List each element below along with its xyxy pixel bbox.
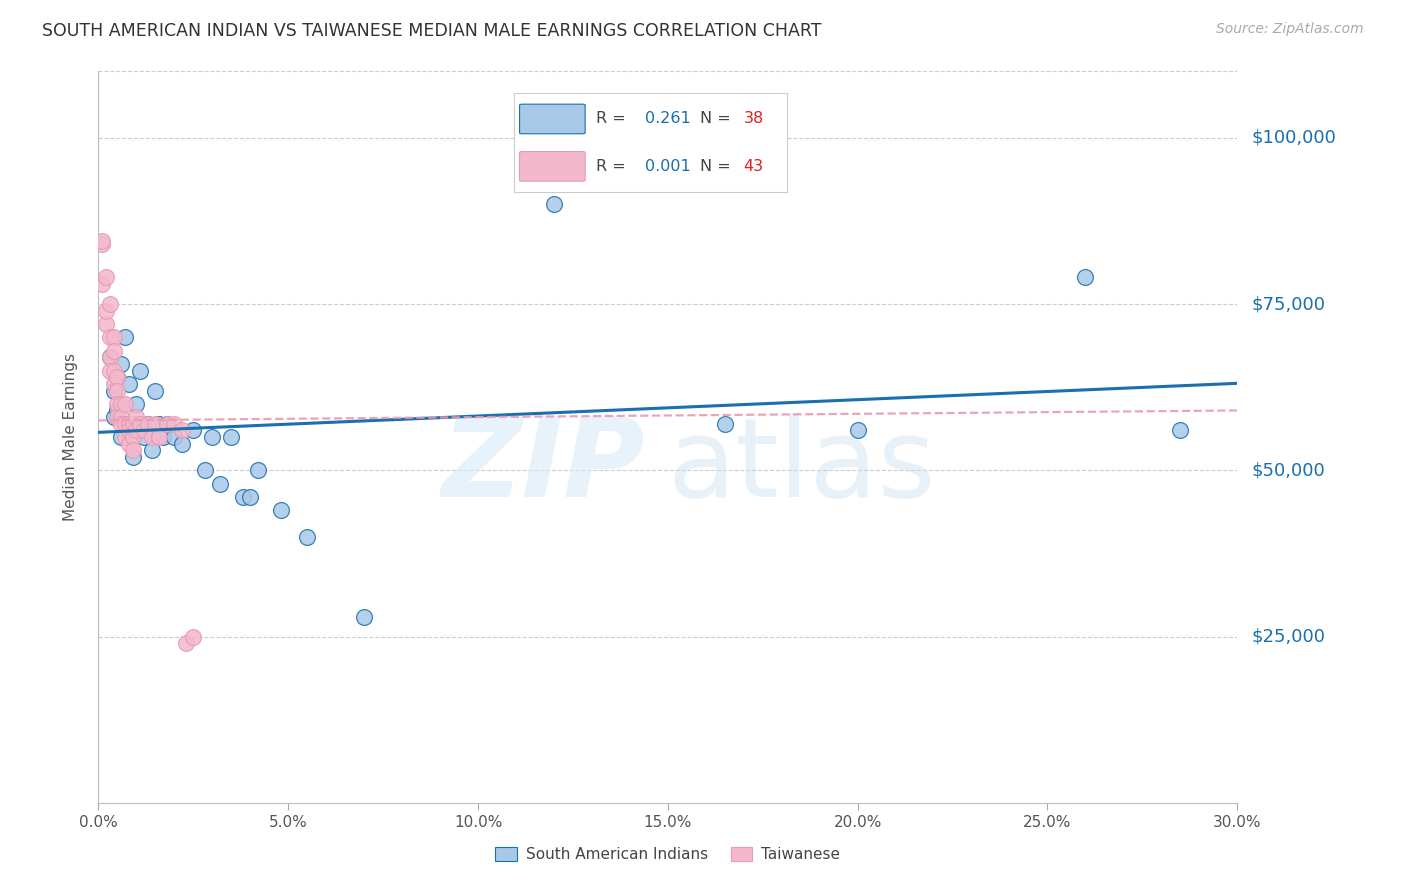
Point <box>156 417 179 431</box>
Point <box>232 490 254 504</box>
Point <box>114 397 136 411</box>
Point <box>208 476 231 491</box>
Point <box>136 417 159 431</box>
Point <box>148 430 170 444</box>
Point <box>297 530 319 544</box>
Point <box>121 417 143 431</box>
Point <box>174 636 197 650</box>
Point <box>156 417 179 431</box>
Point <box>114 417 136 431</box>
Point <box>94 317 117 331</box>
Point <box>98 363 121 377</box>
Point <box>118 436 141 450</box>
Text: Source: ZipAtlas.com: Source: ZipAtlas.com <box>1216 22 1364 37</box>
Point <box>103 410 125 425</box>
Point <box>107 370 129 384</box>
Point <box>152 430 174 444</box>
Point <box>125 410 148 425</box>
Point <box>98 351 121 365</box>
Point <box>98 330 121 344</box>
Text: $75,000: $75,000 <box>1251 295 1326 313</box>
Point <box>129 363 152 377</box>
Point <box>239 490 262 504</box>
Point <box>183 630 205 644</box>
Point <box>118 376 141 391</box>
Point <box>91 234 114 248</box>
Point <box>183 424 205 438</box>
Point <box>110 417 132 431</box>
Point <box>714 417 737 431</box>
Point <box>125 397 148 411</box>
Point <box>132 430 155 444</box>
Point <box>103 330 125 344</box>
Point <box>201 430 224 444</box>
Text: atlas: atlas <box>668 413 936 520</box>
Point <box>141 430 163 444</box>
Text: SOUTH AMERICAN INDIAN VS TAIWANESE MEDIAN MALE EARNINGS CORRELATION CHART: SOUTH AMERICAN INDIAN VS TAIWANESE MEDIA… <box>42 22 821 40</box>
Legend: South American Indians, Taiwanese: South American Indians, Taiwanese <box>489 841 846 868</box>
Point <box>543 197 565 211</box>
Point <box>98 297 121 311</box>
Point <box>107 384 129 398</box>
Y-axis label: Median Male Earnings: Median Male Earnings <box>63 353 77 521</box>
Point <box>114 330 136 344</box>
Point <box>107 397 129 411</box>
Point <box>107 403 129 417</box>
Point <box>110 430 132 444</box>
Point <box>163 417 186 431</box>
Point <box>107 410 129 425</box>
Point <box>170 424 193 438</box>
Point <box>163 430 186 444</box>
Point <box>121 450 143 464</box>
Point <box>94 303 117 318</box>
Point <box>103 343 125 358</box>
Point <box>1170 424 1192 438</box>
Point <box>132 424 155 438</box>
Point <box>221 430 243 444</box>
Point <box>353 609 375 624</box>
Point <box>246 463 269 477</box>
Point <box>118 417 141 431</box>
Point <box>141 443 163 458</box>
Point <box>103 384 125 398</box>
Text: ZIP: ZIP <box>441 413 645 520</box>
Point <box>91 277 114 292</box>
Point <box>121 443 143 458</box>
Point <box>103 363 125 377</box>
Text: $100,000: $100,000 <box>1251 128 1336 147</box>
Point <box>121 430 143 444</box>
Point <box>270 503 292 517</box>
Point <box>170 436 193 450</box>
Point <box>91 237 114 252</box>
Point <box>121 417 143 431</box>
Point <box>194 463 217 477</box>
Text: $50,000: $50,000 <box>1251 461 1324 479</box>
Point <box>114 430 136 444</box>
Point <box>103 376 125 391</box>
Point <box>125 424 148 438</box>
Point <box>148 417 170 431</box>
Point <box>110 410 132 425</box>
Text: $25,000: $25,000 <box>1251 628 1326 646</box>
Point <box>110 397 132 411</box>
Point <box>846 424 869 438</box>
Point <box>98 351 121 365</box>
Point <box>145 384 167 398</box>
Point <box>129 417 152 431</box>
Point <box>107 370 129 384</box>
Point <box>1074 270 1097 285</box>
Point <box>94 270 117 285</box>
Point <box>145 417 167 431</box>
Point <box>118 424 141 438</box>
Point <box>136 417 159 431</box>
Point <box>110 357 132 371</box>
